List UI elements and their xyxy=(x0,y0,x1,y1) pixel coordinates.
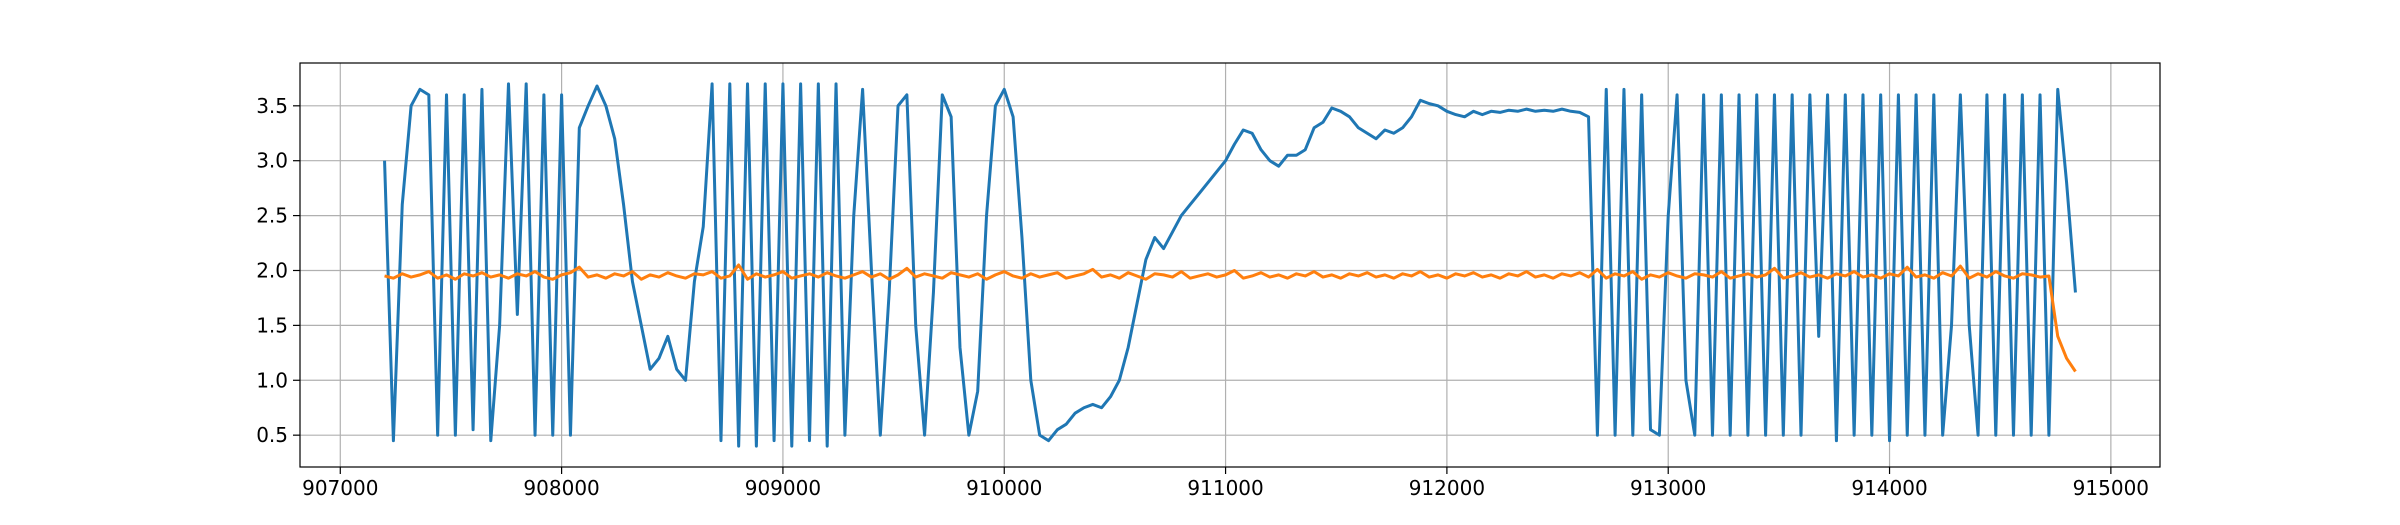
y-tick-label: 3.5 xyxy=(256,94,288,118)
data-line xyxy=(383,82,2077,448)
y-tick-label: 3.0 xyxy=(256,149,288,173)
x-tick-label: 912000 xyxy=(1409,476,1485,500)
x-tick-label: 910000 xyxy=(966,476,1042,500)
x-tick-label: 907000 xyxy=(302,476,378,500)
x-tick-label: 914000 xyxy=(1851,476,1927,500)
axes-frame xyxy=(299,62,2161,468)
y-tick-label: 0.5 xyxy=(256,423,288,447)
y-tick-label: 2.5 xyxy=(256,204,288,228)
x-tick-label: 911000 xyxy=(1187,476,1263,500)
ticks: 907000 908000 909000 910000 911000 912000 9130… xyxy=(256,94,2149,500)
y-tick-label: 1.0 xyxy=(256,368,288,392)
x-tick-label: 908000 xyxy=(523,476,599,500)
y-tick-label: 2.0 xyxy=(256,258,288,282)
plot-area xyxy=(383,82,2077,448)
data-line xyxy=(384,263,2077,373)
x-tick-label: 909000 xyxy=(745,476,821,500)
x-tick-label: 913000 xyxy=(1630,476,1706,500)
x-tick-label: 915000 xyxy=(2073,476,2149,500)
y-tick-label: 1.5 xyxy=(256,313,288,337)
